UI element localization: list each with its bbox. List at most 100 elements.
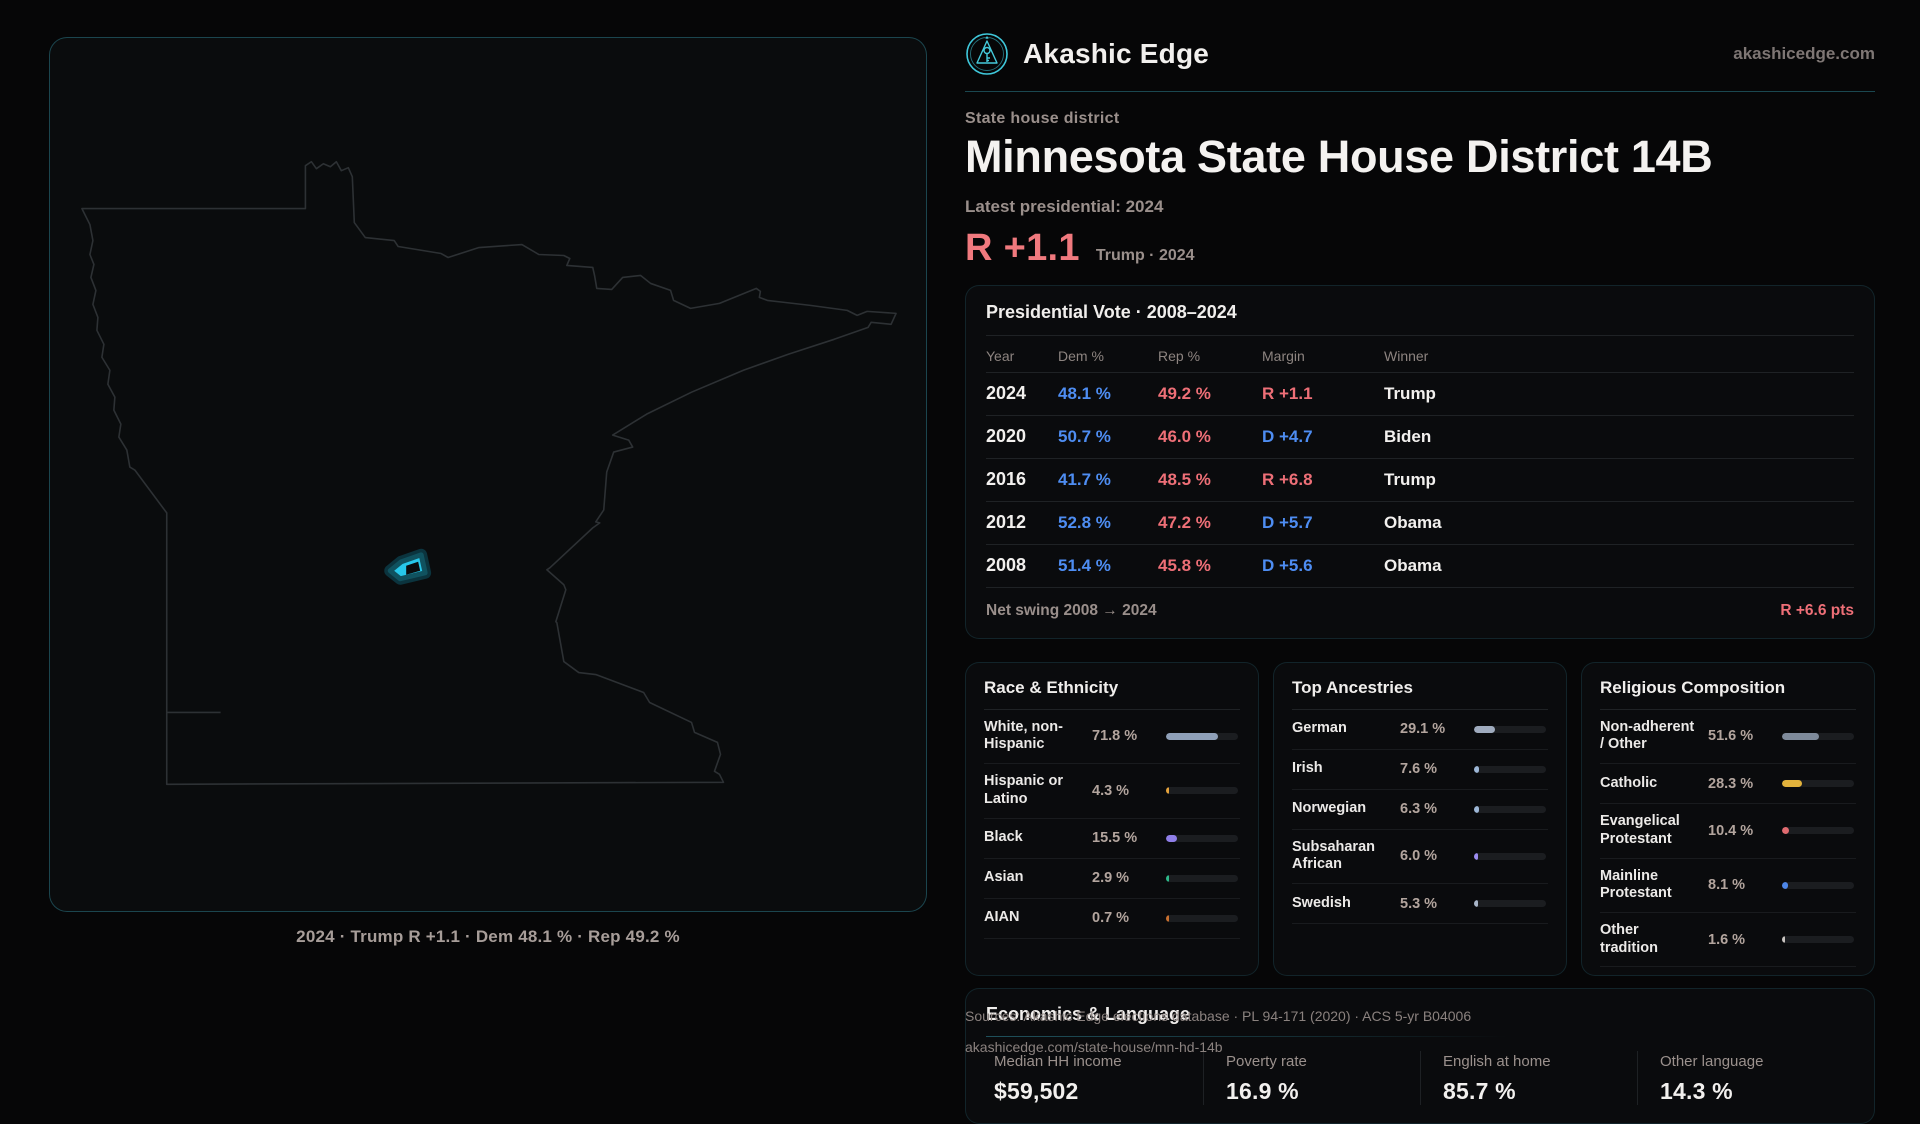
race-ethnicity-list: White, non-Hispanic 71.8 % Hispanic or Lat… [984,710,1240,939]
divider [986,334,1854,336]
net-swing-row: Net swing 2008 → 2024 R +6.6 pts [986,588,1854,624]
stat-label: AIAN [984,909,1020,926]
headline-margin: R +1.1 Trump · 2024 [965,227,1875,270]
stat-bar [1166,787,1238,795]
economics-stat: Other language 14.3 % [1637,1051,1854,1106]
economics-stat-label: Poverty rate [1226,1053,1307,1071]
table-header-row: Year Dem % Rep % Margin Winner [986,336,1854,373]
header-divider [965,91,1875,92]
cell-margin: R +6.8 [1262,469,1313,489]
stat-label: Norwegian [1292,800,1367,817]
stat-bar-fill [1782,780,1803,788]
col-header-margin: Margin [1262,347,1305,364]
economics-stat: Poverty rate 16.9 % [1203,1051,1420,1106]
stat-bar-fill [1474,852,1479,860]
stat-bar [1782,881,1854,889]
cell-margin: D +5.6 [1262,555,1313,575]
panel-title: Race & Ethnicity [984,677,1119,697]
table-row: 2024 48.1 % 49.2 % R +1.1 Trump [986,373,1854,416]
stat-label: Other tradition [1600,921,1658,956]
cell-dem-pct: 51.4 % [1058,555,1111,575]
col-header-rep: Rep % [1158,347,1201,364]
map-caption: 2024 · Trump R +1.1 · Dem 48.1 % · Rep 4… [296,927,680,946]
stat-value: 4.3 % [1092,782,1130,799]
stat-label: Non-adherent / Other [1600,718,1695,753]
state-map-panel [49,37,927,912]
stat-value: 71.8 % [1092,728,1138,745]
stat-bar [1782,936,1854,944]
demographics-row: Race & Ethnicity White, non-Hispanic 71.8… [965,661,1875,977]
top-ancestries-panel: Top Ancestries German 29.1 % Irish 7.6 % Nor… [1273,661,1567,977]
religious-composition-panel: Religious Composition Non-adherent / Oth… [1581,661,1875,977]
cell-rep-pct: 45.8 % [1158,555,1211,575]
district-type-kicker: State house district [965,110,1120,127]
economics-language-panel: Economics & Language Median HH income $59… [965,988,1875,1124]
economics-stat-value: 16.9 % [1226,1078,1299,1105]
stat-value: 5.3 % [1400,895,1438,912]
cell-rep-pct: 46.0 % [1158,426,1211,446]
stat-label: Mainline Protestant [1600,867,1672,902]
cell-year: 2016 [986,469,1027,490]
economics-stat-value: 85.7 % [1443,1078,1516,1105]
stat-value: 6.0 % [1400,848,1438,865]
stat-bar [1166,834,1238,842]
stat-label: White, non-Hispanic [984,718,1063,753]
stat-row: Non-adherent / Other 51.6 % [1600,710,1856,765]
cell-margin: D +5.7 [1262,512,1313,532]
stat-bar [1166,874,1238,882]
brand-domain-link[interactable]: akashicedge.com [1733,44,1875,63]
page: 2024 · Trump R +1.1 · Dem 48.1 % · Rep 4… [49,33,1875,1124]
cell-rep-pct: 49.2 % [1158,383,1211,403]
net-swing-label: Net swing 2008 → 2024 [986,601,1157,619]
stat-value: 6.3 % [1400,801,1438,818]
stat-bar [1782,780,1854,788]
stat-row: Norwegian 6.3 % [1292,790,1548,830]
cell-rep-pct: 48.5 % [1158,469,1211,489]
headline-margin-value: R +1.1 [965,226,1080,269]
cell-year: 2008 [986,555,1027,576]
divider [986,1036,1854,1038]
cell-winner: Obama [1384,555,1442,575]
stat-value: 0.7 % [1092,910,1130,927]
cell-dem-pct: 52.8 % [1058,512,1111,532]
stat-row: Catholic 28.3 % [1600,764,1856,805]
stat-bar-fill [1166,874,1169,882]
stat-value: 51.6 % [1708,728,1754,745]
cell-winner: Biden [1384,426,1432,446]
stat-row: Evangelical Protestant 10.4 % [1600,804,1856,859]
minnesota-map [81,160,897,786]
cell-dem-pct: 50.7 % [1058,426,1111,446]
stat-bar [1474,900,1546,908]
stat-label: Catholic [1600,774,1658,791]
cell-dem-pct: 41.7 % [1058,469,1111,489]
cell-year: 2020 [986,426,1027,447]
cell-year: 2012 [986,512,1027,533]
stat-bar [1166,732,1238,740]
ancestries-list: German 29.1 % Irish 7.6 % Norwegian 6.3 % Subs… [1292,710,1548,925]
stat-row: AIAN 0.7 % [984,899,1240,939]
stat-row: Black 15.5 % [984,819,1240,859]
panel-title: Presidential Vote · 2008–2024 [986,301,1237,322]
stat-value: 15.5 % [1092,830,1138,847]
economics-stats: Median HH income $59,502 Poverty rate 16.9 … [986,1051,1854,1106]
stat-label: Asian [984,869,1024,886]
stat-bar [1474,765,1546,773]
cell-dem-pct: 48.1 % [1058,383,1111,403]
stat-bar-fill [1474,765,1480,773]
stat-bar-fill [1166,787,1170,795]
table-row: 2020 50.7 % 46.0 % D +4.7 Biden [986,416,1854,459]
stat-bar-fill [1474,725,1495,733]
economics-stat-value: 14.3 % [1660,1078,1733,1105]
stat-bar-fill [1782,732,1820,740]
cell-margin: R +1.1 [1262,383,1313,403]
stat-bar-fill [1782,827,1790,835]
stat-label: Hispanic or Latino [984,773,1063,807]
headline-margin-context: Trump · 2024 [1095,246,1195,264]
table-body: 2024 48.1 % 49.2 % R +1.1 Trump 2020 50.7 % 46.… [986,373,1854,588]
cell-rep-pct: 47.2 % [1158,512,1211,532]
net-swing-value: R +6.6 pts [1780,601,1854,619]
stat-label: Black [984,829,1023,846]
stat-value: 8.1 % [1708,877,1746,894]
detail-column: Akashic Edge akashicedge.com State house… [965,0,1875,1124]
religion-list: Non-adherent / Other 51.6 % Catholic 28.3 %… [1600,710,1856,968]
